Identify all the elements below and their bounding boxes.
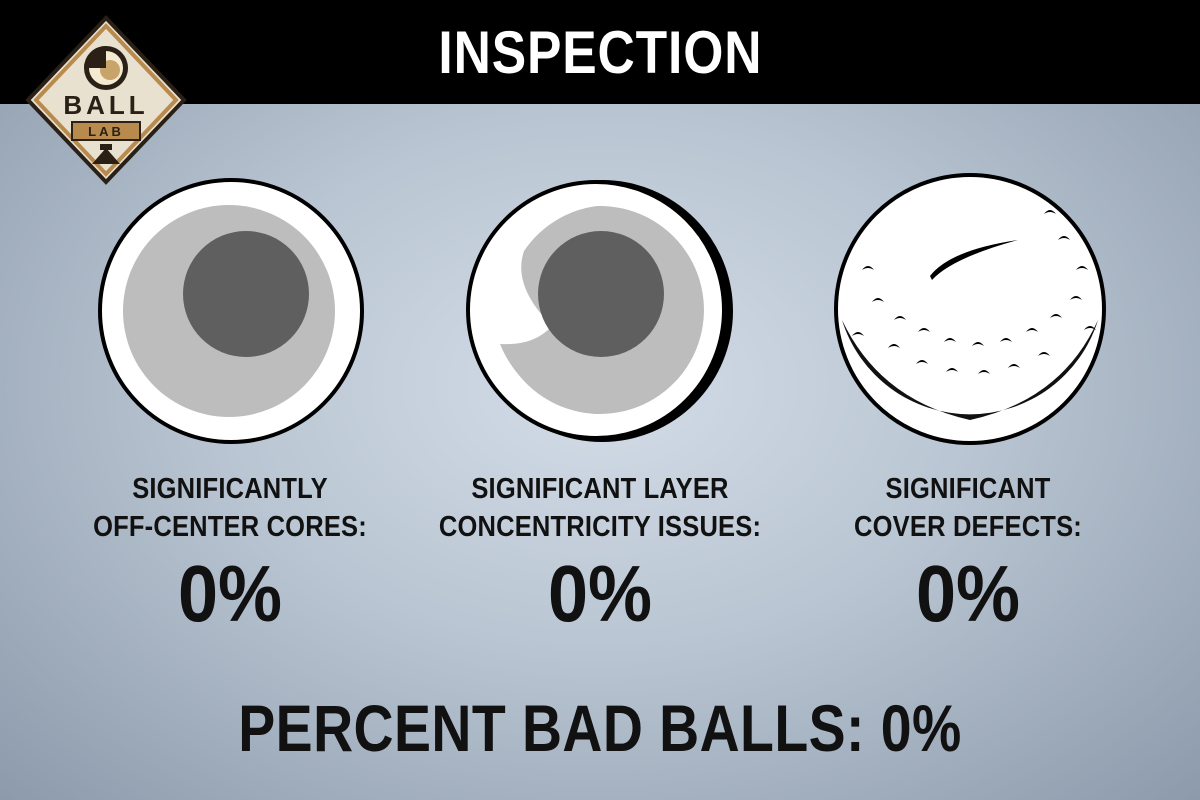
stat-value: 0% — [547, 549, 653, 638]
stat-label-line2: COVER DEFECTS: — [854, 511, 1082, 543]
title-banner: INSPECTION — [0, 0, 1200, 104]
stat-label-line2: CONCENTRICITY ISSUES: — [438, 511, 762, 543]
stat-label-line2: OFF-CENTER CORES: — [93, 511, 367, 543]
golf-ball-cover-defect-icon — [832, 170, 1108, 448]
logo-word-lab: LAB — [88, 124, 124, 139]
layer-concentricity-stat: SIGNIFICANT LAYER CONCENTRICITY ISSUES: … — [410, 470, 790, 634]
summary-value: 0% — [880, 691, 962, 765]
percent-bad-balls-summary: PERCENT BAD BALLS: 0% — [96, 690, 1104, 766]
off-center-cores-stat: SIGNIFICANTLY OFF-CENTER CORES: 0% — [40, 470, 420, 634]
logo-word-ball: BALL — [63, 90, 148, 120]
layer-concentricity-cross-section-icon — [464, 176, 736, 446]
stat-value: 0% — [177, 549, 283, 638]
off-center-core-cross-section-icon — [96, 176, 366, 446]
ball-lab-logo: BALL LAB — [22, 14, 190, 194]
stat-value: 0% — [915, 549, 1021, 638]
stat-label-line1: SIGNIFICANTLY — [132, 473, 328, 505]
stat-label-line1: SIGNIFICANT LAYER — [471, 473, 729, 505]
cover-defects-stat: SIGNIFICANT COVER DEFECTS: 0% — [778, 470, 1158, 634]
page-title: INSPECTION — [438, 18, 762, 86]
summary-label: PERCENT BAD BALLS: — [238, 691, 865, 765]
stat-label-line1: SIGNIFICANT — [885, 473, 1051, 505]
